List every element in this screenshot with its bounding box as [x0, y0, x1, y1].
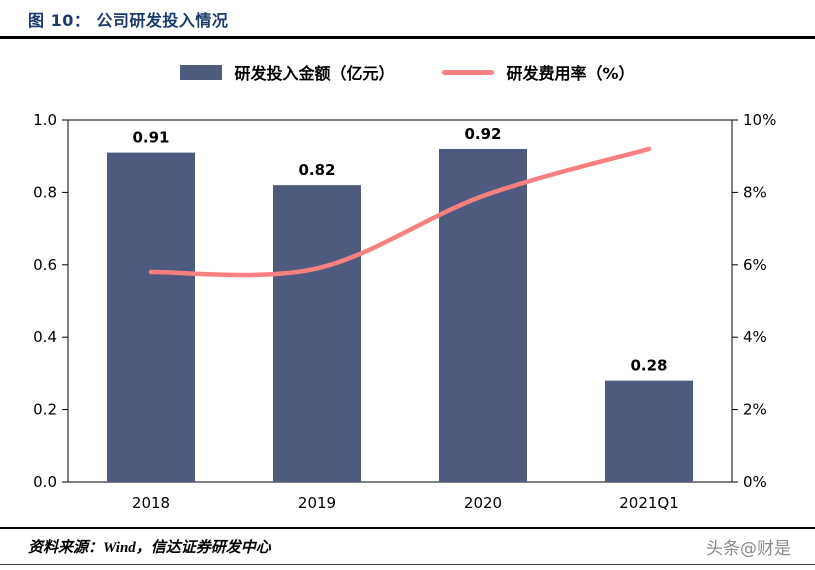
legend-item-line: 研发费用率（%） [442, 60, 635, 84]
bar-value-label: 0.82 [298, 161, 335, 179]
watermark: 头条@财是 [706, 539, 791, 559]
right-axis-label: 0% [743, 473, 767, 491]
footer-rule-top [0, 527, 815, 529]
left-axis-label: 1.0 [33, 111, 57, 129]
x-axis-label: 2021Q1 [619, 494, 679, 512]
title-underline [0, 36, 815, 39]
bar-2019 [273, 185, 361, 482]
bar-value-label: 0.28 [630, 357, 667, 375]
left-axis-label: 0.0 [33, 473, 57, 491]
bar-2018 [107, 152, 195, 482]
footer-rule-bottom [0, 564, 815, 565]
right-axis-label: 4% [743, 328, 767, 346]
right-axis-label: 2% [743, 401, 767, 419]
left-axis-label: 0.8 [33, 183, 57, 201]
right-axis-label: 6% [743, 256, 767, 274]
source-note: 资料来源：Wind，信达证券研发中心 [28, 540, 271, 556]
bar-2021Q1 [605, 380, 693, 482]
line-swatch-icon [442, 69, 495, 75]
figure-title: 图 10： 公司研发投入情况 [28, 11, 229, 30]
rd-investment-chart: 0.0 0.2 0.4 0.6 0.8 1.0 0% 2% 4% 6% 8% 10% 0.91 2018 0… [33, 111, 776, 512]
legend-item-bar: 研发投入金额（亿元） [180, 60, 394, 84]
expense-ratio-line [148, 146, 652, 278]
bar-2020 [439, 148, 527, 482]
left-axis-label: 0.6 [33, 256, 57, 274]
legend-bar-label: 研发投入金额（亿元） [234, 64, 395, 83]
bar-value-label: 0.91 [132, 129, 169, 147]
right-axis-label: 10% [743, 111, 776, 129]
x-axis-label: 2020 [464, 494, 502, 512]
chart-legend: 研发投入金额（亿元） 研发费用率（%） [0, 60, 815, 84]
left-axis-label: 0.2 [33, 401, 57, 419]
right-axis-label: 8% [743, 183, 767, 201]
bar-value-label: 0.92 [464, 125, 501, 143]
x-axis-label: 2018 [132, 494, 170, 512]
plot-border [67, 119, 733, 483]
bar-swatch-icon [180, 64, 223, 80]
legend-line-label: 研发费用率（%） [506, 64, 635, 83]
left-axis-label: 0.4 [33, 328, 57, 346]
x-axis-label: 2019 [298, 494, 336, 512]
